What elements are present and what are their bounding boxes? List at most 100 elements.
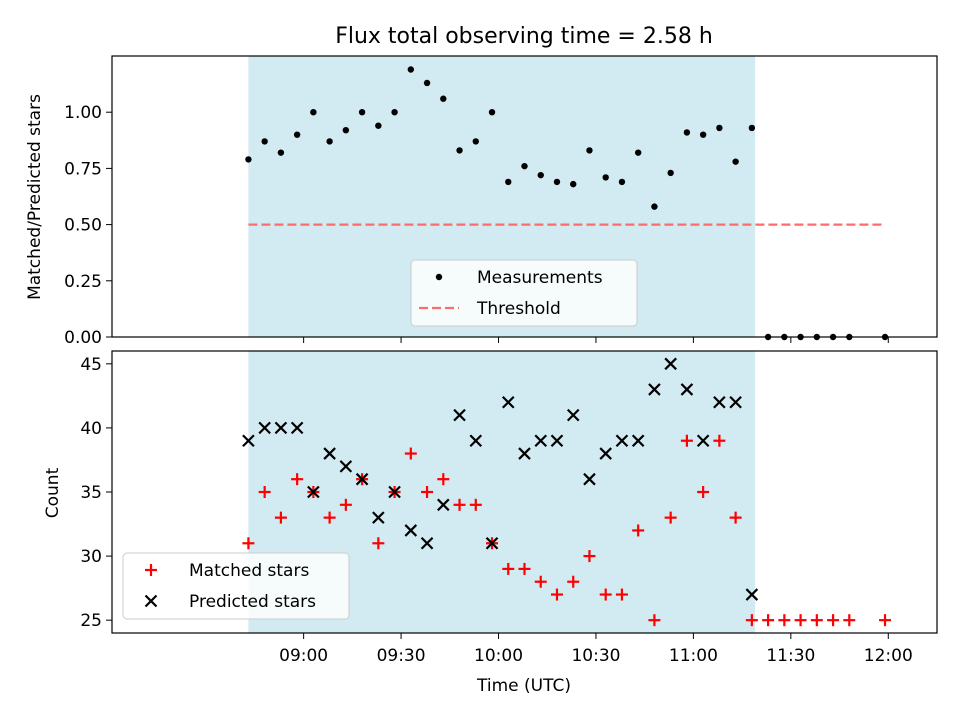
data-point — [242, 434, 255, 448]
data-point — [505, 178, 512, 186]
legend-label: Matched stars — [189, 561, 309, 581]
y-tick-label: 25 — [80, 611, 102, 631]
data-point-shape — [570, 180, 577, 188]
data-point — [502, 562, 515, 575]
data-point — [372, 511, 385, 524]
y-tick-label: 0.00 — [64, 328, 102, 348]
data-point-d2 — [274, 421, 288, 435]
data-point-d2 — [388, 485, 401, 499]
data-point — [339, 498, 352, 511]
data-point — [762, 614, 775, 627]
data-point-d2 — [534, 434, 548, 448]
data-point-shape — [423, 79, 431, 87]
data-point — [729, 511, 742, 524]
x-tick-label: 10:00 — [474, 646, 523, 666]
data-point — [274, 511, 287, 524]
data-point — [583, 550, 596, 563]
data-point-shape — [326, 138, 333, 145]
data-point-d2 — [242, 434, 255, 448]
top-y-axis-label: Matched/Predicted stars — [25, 94, 45, 300]
data-point-d2 — [713, 395, 726, 409]
data-point — [291, 473, 304, 486]
data-point — [794, 614, 807, 627]
data-point — [827, 614, 840, 627]
x-axis-label: Time (UTC) — [476, 676, 571, 696]
data-point — [716, 124, 723, 132]
data-point — [440, 95, 447, 102]
series-predicted-stars — [242, 357, 759, 601]
data-point — [729, 395, 742, 409]
data-point-d2 — [615, 434, 629, 448]
data-point — [879, 614, 892, 627]
data-point — [258, 421, 271, 435]
data-point-shape — [521, 162, 528, 170]
y-tick-label: 30 — [80, 547, 102, 567]
legend-swatch — [144, 594, 158, 608]
data-point-d2 — [290, 421, 304, 435]
data-point — [310, 109, 317, 116]
data-point — [583, 472, 596, 486]
data-point-d2 — [648, 383, 661, 396]
data-point — [745, 588, 759, 601]
data-point-shape — [634, 149, 642, 156]
data-point-d2 — [664, 357, 677, 371]
data-point-shape — [586, 147, 593, 154]
data-point-shape — [391, 109, 398, 116]
x-tick-label: 09:00 — [279, 646, 328, 666]
data-point-shape — [716, 124, 723, 132]
data-point-shape — [748, 124, 756, 132]
data-point — [680, 383, 694, 396]
panel-count: 25 30 35 40 45 09:00 09:30 10:00 10:30 11:00 11:30… — [80, 350, 938, 666]
data-point — [550, 434, 564, 448]
data-point-shape — [537, 171, 544, 179]
legend-swatch-shape — [435, 273, 443, 281]
x-tick-label: 10:30 — [571, 646, 620, 666]
data-point — [680, 434, 693, 447]
data-point — [843, 614, 856, 627]
legend-swatch — [145, 564, 157, 576]
data-point — [518, 562, 531, 575]
data-point-d2 — [453, 408, 466, 422]
data-point-d2 — [550, 434, 564, 448]
data-point-shape — [277, 149, 285, 156]
data-point — [437, 498, 450, 512]
data-point-shape — [618, 178, 626, 186]
data-point — [245, 156, 252, 163]
data-point — [423, 79, 431, 87]
data-point — [521, 162, 528, 170]
data-point-d2 — [258, 421, 271, 435]
data-point — [602, 174, 609, 181]
data-point — [372, 537, 385, 550]
legend-swatch-d2 — [144, 594, 158, 608]
data-point — [258, 486, 271, 498]
bottom-y-axis-label: Count — [43, 467, 63, 518]
axes-frame — [111, 350, 938, 634]
legend: Measurements Threshold — [410, 259, 638, 327]
data-point-shape — [667, 169, 674, 177]
y-tick-label: 0.50 — [64, 216, 102, 236]
data-point — [420, 536, 434, 550]
data-point-shape — [407, 66, 415, 73]
data-point-shape — [245, 156, 252, 163]
data-point — [713, 434, 726, 447]
data-point — [534, 575, 547, 588]
data-point — [358, 109, 366, 116]
data-point-shape — [732, 158, 739, 165]
data-point — [713, 395, 726, 409]
axes-frame — [111, 55, 938, 338]
legend-label: Measurements — [477, 268, 603, 288]
legend-label: Predicted stars — [189, 592, 316, 612]
data-point-shape — [358, 109, 366, 116]
legend: Matched stars Predicted stars — [122, 552, 350, 620]
series-measurements — [245, 66, 889, 341]
data-point — [810, 614, 823, 627]
data-point-shape — [310, 109, 317, 116]
data-point-d2 — [518, 447, 531, 460]
data-point — [326, 138, 333, 145]
data-point-shape — [699, 131, 707, 138]
legend-label: Threshold — [476, 299, 561, 319]
x-tick-label: 09:30 — [377, 646, 426, 666]
data-point-shape — [602, 174, 609, 181]
data-point — [664, 357, 677, 371]
